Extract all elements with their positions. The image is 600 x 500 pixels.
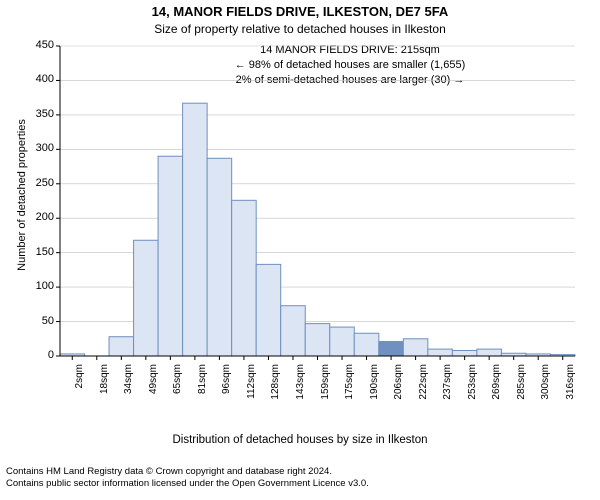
x-tick-label: 112sqm: [246, 364, 257, 424]
x-tick-label: 18sqm: [99, 364, 110, 424]
y-axis-label: Number of detached properties: [16, 40, 28, 350]
x-tick-label: 96sqm: [221, 364, 232, 424]
x-tick-label: 316sqm: [565, 364, 576, 424]
footer-line-2: Contains public sector information licen…: [6, 478, 369, 490]
x-tick-label: 128sqm: [270, 364, 281, 424]
footer-text: Contains HM Land Registry data © Crown c…: [6, 466, 369, 491]
x-tick-label: 81sqm: [197, 364, 208, 424]
x-tick-label: 300sqm: [540, 364, 551, 424]
y-tick-label: 150: [20, 246, 54, 258]
y-tick-label: 0: [20, 349, 54, 361]
x-tick-label: 2sqm: [74, 364, 85, 424]
x-tick-label: 65sqm: [172, 364, 183, 424]
chart-subtitle: Size of property relative to detached ho…: [0, 22, 600, 36]
x-tick-label: 269sqm: [491, 364, 502, 424]
x-tick-label: 49sqm: [148, 364, 159, 424]
x-tick-label: 206sqm: [393, 364, 404, 424]
y-tick-label: 300: [20, 142, 54, 154]
y-tick-label: 400: [20, 73, 54, 85]
y-tick-label: 250: [20, 177, 54, 189]
footer-line-1: Contains HM Land Registry data © Crown c…: [6, 466, 369, 478]
y-tick-label: 200: [20, 211, 54, 223]
x-axis-label: Distribution of detached houses by size …: [0, 434, 600, 446]
x-tick-label: 237sqm: [442, 364, 453, 424]
y-tick-label: 350: [20, 108, 54, 120]
x-tick-label: 285sqm: [516, 364, 527, 424]
x-tick-label: 175sqm: [344, 364, 355, 424]
y-tick-label: 450: [20, 39, 54, 51]
x-tick-label: 34sqm: [123, 364, 134, 424]
x-tick-label: 253sqm: [467, 364, 478, 424]
x-tick-label: 190sqm: [369, 364, 380, 424]
y-tick-label: 100: [20, 280, 54, 292]
x-tick-label: 222sqm: [418, 364, 429, 424]
x-tick-label: 159sqm: [320, 364, 331, 424]
chart-container: 14, MANOR FIELDS DRIVE, ILKESTON, DE7 5F…: [0, 0, 600, 500]
plot-area: [60, 46, 575, 356]
chart-title: 14, MANOR FIELDS DRIVE, ILKESTON, DE7 5F…: [0, 4, 600, 19]
x-tick-label: 143sqm: [295, 364, 306, 424]
y-tick-label: 50: [20, 315, 54, 327]
